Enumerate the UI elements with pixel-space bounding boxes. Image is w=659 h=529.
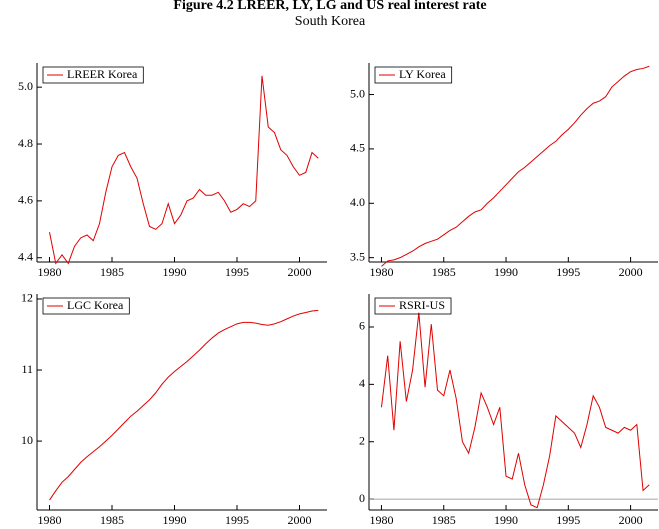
- data-line: [380, 312, 650, 509]
- x-tick-label: 1990: [163, 265, 187, 279]
- data-line: [381, 65, 650, 267]
- legend-box: [374, 297, 452, 315]
- x-tick-label: 1980: [38, 265, 62, 279]
- x-tick-label: 1995: [556, 265, 580, 279]
- y-tick-label: 4.6: [18, 193, 33, 207]
- x-tick-label: 1985: [100, 265, 124, 279]
- legend-label: LREER Korea: [67, 67, 138, 81]
- legend-label: RSRI-US: [399, 298, 445, 312]
- y-tick-label: 11: [21, 362, 33, 376]
- chart-title: Figure 4.2 LREER, LY, LG and US real int…: [173, 0, 486, 13]
- x-tick-label: 1980: [369, 513, 393, 527]
- legend-label: LY Korea: [399, 67, 446, 81]
- y-tick-label: 5.0: [350, 86, 365, 100]
- chart-subtitle: South Korea: [295, 14, 366, 29]
- x-tick-label: 1995: [225, 265, 249, 279]
- x-tick-label: 1990: [163, 513, 187, 527]
- x-tick-label: 1980: [38, 513, 62, 527]
- legend-box: [42, 297, 130, 315]
- y-tick-label: 4.4: [18, 249, 33, 263]
- x-tick-label: 1985: [100, 513, 124, 527]
- y-tick-label: 4.0: [350, 195, 365, 209]
- x-tick-label: 2000: [288, 265, 312, 279]
- y-tick-label: 0: [359, 491, 365, 505]
- x-tick-label: 2000: [619, 513, 643, 527]
- x-tick-label: 2000: [288, 513, 312, 527]
- x-tick-label: 1990: [494, 265, 518, 279]
- legend-box: [42, 66, 144, 84]
- y-tick-label: 4.8: [18, 136, 33, 150]
- x-tick-label: 1995: [225, 513, 249, 527]
- y-tick-label: 2: [359, 433, 365, 447]
- y-tick-label: 5.0: [18, 79, 33, 93]
- data-line: [49, 75, 319, 265]
- y-tick-label: 12: [21, 291, 33, 305]
- y-tick-label: 4.5: [350, 141, 365, 155]
- y-tick-label: 6: [359, 319, 365, 333]
- x-tick-label: 1995: [556, 513, 580, 527]
- y-tick-label: 3.5: [350, 249, 365, 263]
- x-tick-label: 1990: [494, 513, 518, 527]
- y-tick-label: 4: [359, 376, 365, 390]
- x-tick-label: 1980: [369, 265, 393, 279]
- legend-label: LGC Korea: [67, 298, 124, 312]
- data-line: [49, 309, 319, 501]
- x-tick-label: 1985: [432, 265, 456, 279]
- x-tick-label: 1985: [432, 513, 456, 527]
- y-tick-label: 10: [21, 433, 33, 447]
- legend-box: [374, 66, 453, 84]
- x-tick-label: 2000: [619, 265, 643, 279]
